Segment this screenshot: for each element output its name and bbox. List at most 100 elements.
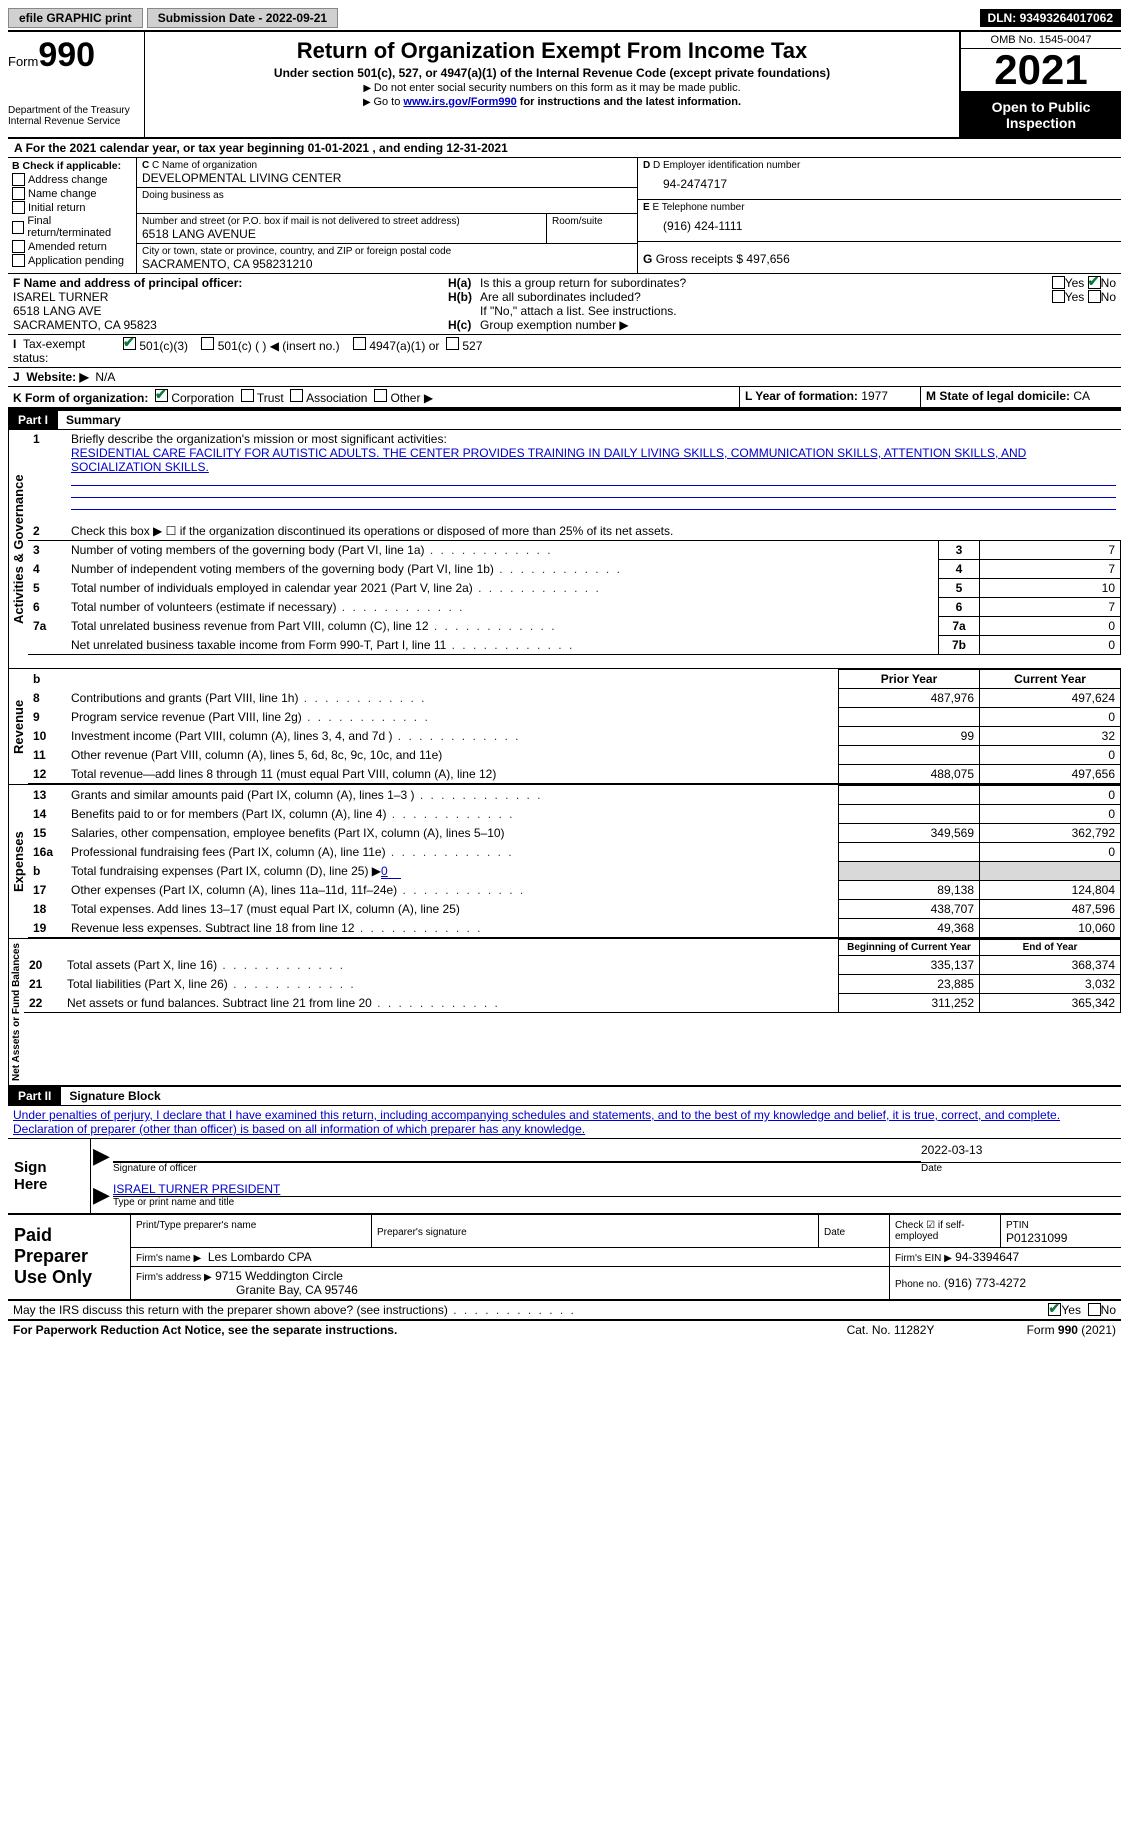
dln-prefix: DLN: [988,11,1017,25]
cb-4947[interactable] [353,337,366,350]
discuss-no[interactable] [1088,1303,1101,1316]
ptin-value: P01231099 [1006,1231,1067,1245]
hb-text: Are all subordinates included? [480,290,1052,304]
typed-name[interactable]: ISRAEL TURNER PRESIDENT [113,1182,280,1196]
officer-addr2: SACRAMENTO, CA 95823 [13,318,438,332]
val: 0 [980,617,1121,636]
cb-501c3[interactable] [123,337,136,350]
mission-text[interactable]: RESIDENTIAL CARE FACILITY FOR AUTISTIC A… [71,446,1026,474]
cb-app-pending[interactable]: Application pending [12,254,132,267]
val: 487,596 [980,900,1121,919]
form-prefix: Form [8,54,38,69]
jurat-link[interactable]: Under penalties of perjury, I declare th… [13,1108,1060,1136]
sig-label: Signature of officer [113,1163,921,1174]
city-value: SACRAMENTO, CA 958231210 [142,257,632,271]
cb-amended[interactable]: Amended return [12,240,132,253]
jurat-text: Under penalties of perjury, I declare th… [8,1106,1121,1139]
irs-link[interactable]: www.irs.gov/Form990 [403,96,516,108]
vtab-netassets: Net Assets or Fund Balances [8,939,24,1085]
val: 438,707 [839,900,980,919]
cb-501c[interactable] [201,337,214,350]
gov-line-7a: Total unrelated business revenue from Pa… [66,617,939,636]
ein-value: 94-2474717 [643,171,1116,197]
boxnum: 6 [939,598,980,617]
open-to-public: Open to Public Inspection [961,93,1121,137]
cb-initial-return[interactable]: Initial return [12,201,132,214]
instructions-note: Go to www.irs.gov/Form990 for instructio… [153,96,951,108]
cb-corp[interactable] [155,389,168,402]
g-prefix: G [643,252,652,266]
irs-link-text: www.irs.gov/Form990 [403,96,516,108]
cb-527[interactable] [446,337,459,350]
val [839,708,980,727]
efile-print-button[interactable]: efile GRAPHIC print [8,8,143,28]
cb-assoc[interactable] [290,389,303,402]
val: 23,885 [839,975,980,994]
cb-final-return[interactable]: Final return/terminated [12,215,132,239]
form-year: 2021 [1085,1323,1112,1337]
tax-year: 2021 [961,49,1121,93]
org-name: DEVELOPMENTAL LIVING CENTER [142,171,632,185]
footer-right: Form 990 (2021) [1027,1323,1116,1337]
room-label: Room/suite [552,216,632,227]
ha-no[interactable] [1088,276,1101,289]
val: 0 [980,786,1121,805]
ha-yes[interactable] [1052,276,1065,289]
tax-status-label: Tax-exempt status: [13,337,85,365]
officer-signature-line[interactable] [113,1143,921,1162]
exp-line-13: Grants and similar amounts paid (Part IX… [66,786,839,805]
firm-addr1: 9715 Weddington Circle [215,1269,343,1283]
year-formed-label: L Year of formation: [745,389,858,403]
goto-pre: Go to [373,96,403,108]
self-employed-check[interactable]: Check ☑ if self-employed [890,1215,1001,1248]
state-label: M State of legal domicile: [926,389,1070,403]
val: 0 [980,805,1121,824]
label-text: C Name of organization [152,160,257,171]
city-label: City or town, state or province, country… [142,246,632,257]
phone-label: E E Telephone number [643,202,1116,213]
sign-arrow-icon: ▶ [93,1143,110,1169]
yes-label: Yes [1065,276,1085,290]
val: 10 [980,579,1121,598]
val: 3,032 [980,975,1121,994]
val: 124,804 [980,881,1121,900]
exp-line-19: Revenue less expenses. Subtract line 18 … [66,919,839,938]
end-year-header: End of Year [980,940,1121,956]
cb-address-change[interactable]: Address change [12,173,132,186]
hb-yes[interactable] [1052,290,1065,303]
gov-line-6: Total number of volunteers (estimate if … [66,598,939,617]
boxnum: 3 [939,541,980,560]
cb-name-change[interactable]: Name change [12,187,132,200]
val [839,786,980,805]
cb-label: Address change [28,174,108,186]
cb-other[interactable] [374,389,387,402]
part2-header: Part II [8,1087,61,1105]
boxnum: 4 [939,560,980,579]
opt-label: Other ▶ [390,391,433,405]
vtab-expenses: Expenses [8,785,28,938]
discuss-yes[interactable] [1048,1303,1061,1316]
boxnum: 7a [939,617,980,636]
cb-label: Initial return [28,202,85,214]
yes-label: Yes [1065,290,1085,304]
gov-line-7b: Net unrelated business taxable income fr… [66,636,939,655]
hb-no[interactable] [1088,290,1101,303]
hb-label: H(b) [448,290,480,304]
discuss-question: May the IRS discuss this return with the… [13,1303,1048,1317]
form-subtitle: Under section 501(c), 527, or 4947(a)(1)… [153,66,951,80]
website-label: Website: ▶ [26,370,88,384]
fundraising-amount[interactable]: 0 [381,864,401,879]
typed-label: Type or print name and title [113,1197,1121,1208]
year-formed: 1977 [861,389,888,403]
gross-receipts-value: 497,656 [746,252,789,266]
firm-name-label: Firm's name ▶ [136,1253,201,1264]
irs-label: Internal Revenue Service [8,116,138,127]
exp-line-17: Other expenses (Part IX, column (A), lin… [66,881,839,900]
firm-addr-label: Firm's address ▶ [136,1272,212,1283]
cb-trust[interactable] [241,389,254,402]
txt: Total fundraising expenses (Part IX, col… [71,864,381,878]
vtab-revenue: Revenue [8,669,28,784]
val: 487,976 [839,689,980,708]
current-year-header: Current Year [980,670,1121,689]
dln-label: DLN: 93493264017062 [980,9,1121,27]
